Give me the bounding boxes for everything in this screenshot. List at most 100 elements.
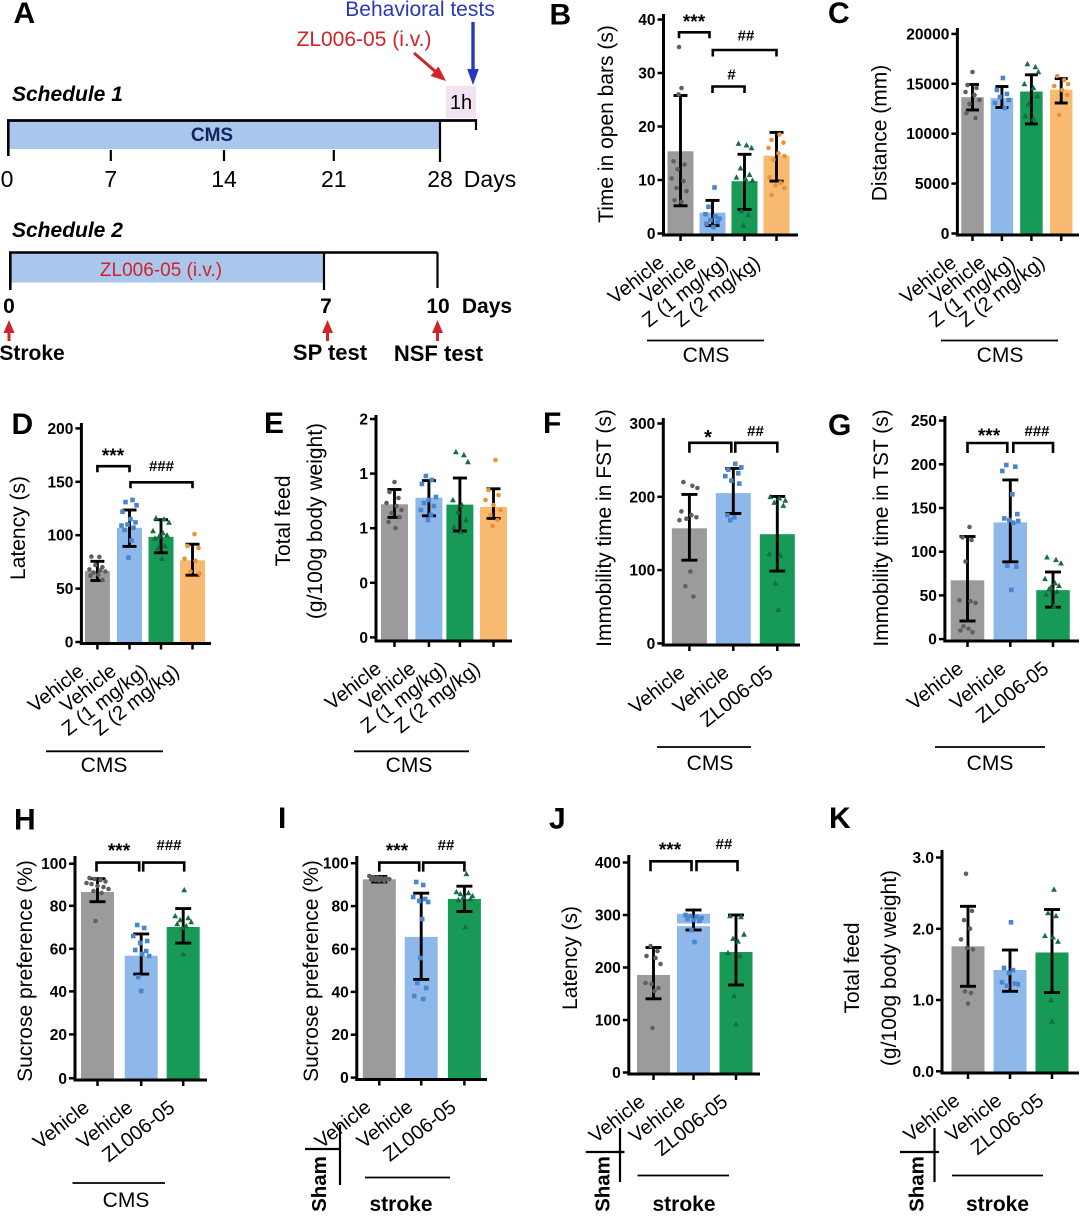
- svg-text:1h: 1h: [450, 92, 472, 114]
- svg-text:Latency (s): Latency (s): [559, 906, 582, 1010]
- svg-text:0: 0: [941, 226, 950, 243]
- svg-text:100: 100: [595, 1013, 621, 1030]
- svg-text:28: 28: [427, 166, 453, 192]
- svg-text:CMS: CMS: [683, 344, 730, 367]
- svg-text:Sham: Sham: [592, 1156, 615, 1212]
- svg-text:200: 200: [595, 960, 621, 977]
- svg-text:Distance (mm): Distance (mm): [869, 65, 892, 202]
- svg-text:0: 0: [359, 575, 368, 592]
- svg-text:stroke: stroke: [966, 1193, 1029, 1216]
- svg-text:Days: Days: [462, 295, 512, 318]
- svg-text:40: 40: [50, 984, 67, 1001]
- svg-text:##: ##: [747, 423, 764, 440]
- svg-text:Days: Days: [464, 166, 516, 192]
- svg-text:300: 300: [629, 416, 655, 433]
- svg-text:Sucrose preference (%): Sucrose preference (%): [14, 860, 37, 1082]
- svg-text:40: 40: [332, 984, 349, 1001]
- svg-text:10: 10: [426, 295, 449, 318]
- svg-text:1: 1: [359, 466, 368, 483]
- svg-text:CMS: CMS: [977, 344, 1024, 367]
- svg-text:20: 20: [638, 119, 655, 136]
- svg-text:CMS: CMS: [687, 752, 734, 775]
- svg-text:100: 100: [323, 856, 349, 873]
- svg-text:H: H: [14, 804, 36, 837]
- svg-text:CMS: CMS: [386, 754, 433, 777]
- svg-text:50: 50: [56, 581, 73, 598]
- svg-text:2.0: 2.0: [912, 921, 934, 938]
- svg-text:Immobility time in FST (s): Immobility time in FST (s): [593, 409, 616, 647]
- svg-text:0: 0: [647, 226, 656, 243]
- svg-text:0: 0: [612, 1065, 621, 1082]
- svg-text:7: 7: [320, 295, 332, 318]
- svg-text:Sham: Sham: [308, 1156, 331, 1212]
- svg-text:Immobility time in TST (s): Immobility time in TST (s): [870, 409, 893, 646]
- svg-text:I: I: [278, 802, 286, 835]
- svg-text:ZL006-05 (i.v.): ZL006-05 (i.v.): [100, 260, 222, 281]
- svg-text:0: 0: [65, 635, 74, 652]
- svg-text:***: ***: [108, 841, 131, 862]
- svg-text:(g/100g body weight): (g/100g body weight): [878, 870, 901, 1066]
- svg-text:0.0: 0.0: [912, 1064, 934, 1081]
- svg-text:CMS: CMS: [103, 1189, 150, 1212]
- svg-text:15000: 15000: [906, 76, 949, 93]
- svg-text:(g/100g body weight): (g/100g body weight): [304, 423, 327, 619]
- svg-text:0: 0: [1, 166, 14, 192]
- svg-text:A: A: [14, 0, 36, 30]
- svg-text:CMS: CMS: [191, 125, 233, 146]
- svg-text:7: 7: [104, 166, 117, 192]
- svg-text:20: 20: [332, 1027, 349, 1044]
- svg-text:30: 30: [638, 66, 655, 83]
- svg-text:###: ###: [149, 458, 175, 475]
- svg-text:0: 0: [647, 636, 656, 653]
- svg-text:##: ##: [716, 836, 733, 853]
- svg-text:1.0: 1.0: [912, 993, 934, 1010]
- svg-text:NSF test: NSF test: [394, 341, 484, 366]
- svg-text:40: 40: [638, 12, 655, 29]
- svg-text:400: 400: [595, 855, 621, 872]
- svg-text:C: C: [828, 0, 850, 30]
- svg-text:stroke: stroke: [652, 1193, 715, 1216]
- svg-text:Sucrose preference (%): Sucrose preference (%): [300, 860, 323, 1082]
- svg-text:20: 20: [50, 1027, 67, 1044]
- svg-text:###: ###: [1024, 423, 1050, 440]
- svg-text:10000: 10000: [906, 126, 949, 143]
- svg-text:100: 100: [41, 856, 67, 873]
- svg-text:Time in open bars (s): Time in open bars (s): [595, 25, 618, 223]
- svg-text:###: ###: [156, 837, 182, 854]
- svg-text:150: 150: [911, 501, 937, 518]
- svg-text:Behavioral tests: Behavioral tests: [345, 0, 494, 21]
- svg-text:100: 100: [629, 563, 655, 580]
- svg-text:100: 100: [48, 528, 74, 545]
- svg-text:E: E: [264, 407, 284, 440]
- svg-text:Sham: Sham: [906, 1156, 929, 1212]
- svg-text:***: ***: [659, 840, 682, 861]
- svg-text:21: 21: [321, 166, 347, 192]
- svg-text:150: 150: [48, 474, 74, 491]
- svg-text:Schedule 2: Schedule 2: [12, 219, 123, 242]
- svg-text:G: G: [828, 409, 851, 442]
- svg-text:CMS: CMS: [967, 752, 1014, 775]
- svg-text:***: ***: [102, 446, 125, 467]
- svg-text:J: J: [549, 803, 566, 836]
- svg-text:B: B: [550, 0, 572, 32]
- svg-text:***: ***: [683, 12, 706, 33]
- svg-text:K: K: [829, 802, 851, 835]
- svg-text:Total feed: Total feed: [841, 922, 864, 1013]
- svg-text:20000: 20000: [906, 26, 949, 43]
- svg-text:200: 200: [629, 489, 655, 506]
- svg-text:0: 0: [928, 632, 937, 649]
- svg-text:##: ##: [438, 837, 455, 854]
- svg-text:#: #: [727, 67, 736, 84]
- svg-text:2: 2: [359, 412, 368, 429]
- svg-text:60: 60: [50, 941, 67, 958]
- svg-text:3.0: 3.0: [912, 850, 934, 867]
- svg-text:250: 250: [911, 413, 937, 430]
- svg-text:##: ##: [738, 28, 755, 45]
- svg-text:60: 60: [332, 942, 349, 959]
- svg-text:*: *: [704, 427, 712, 449]
- svg-text:Total feed: Total feed: [272, 475, 295, 566]
- svg-text:300: 300: [595, 908, 621, 925]
- svg-text:80: 80: [332, 899, 349, 916]
- svg-text:SP test: SP test: [293, 340, 368, 365]
- svg-text:Schedule 1: Schedule 1: [12, 83, 123, 106]
